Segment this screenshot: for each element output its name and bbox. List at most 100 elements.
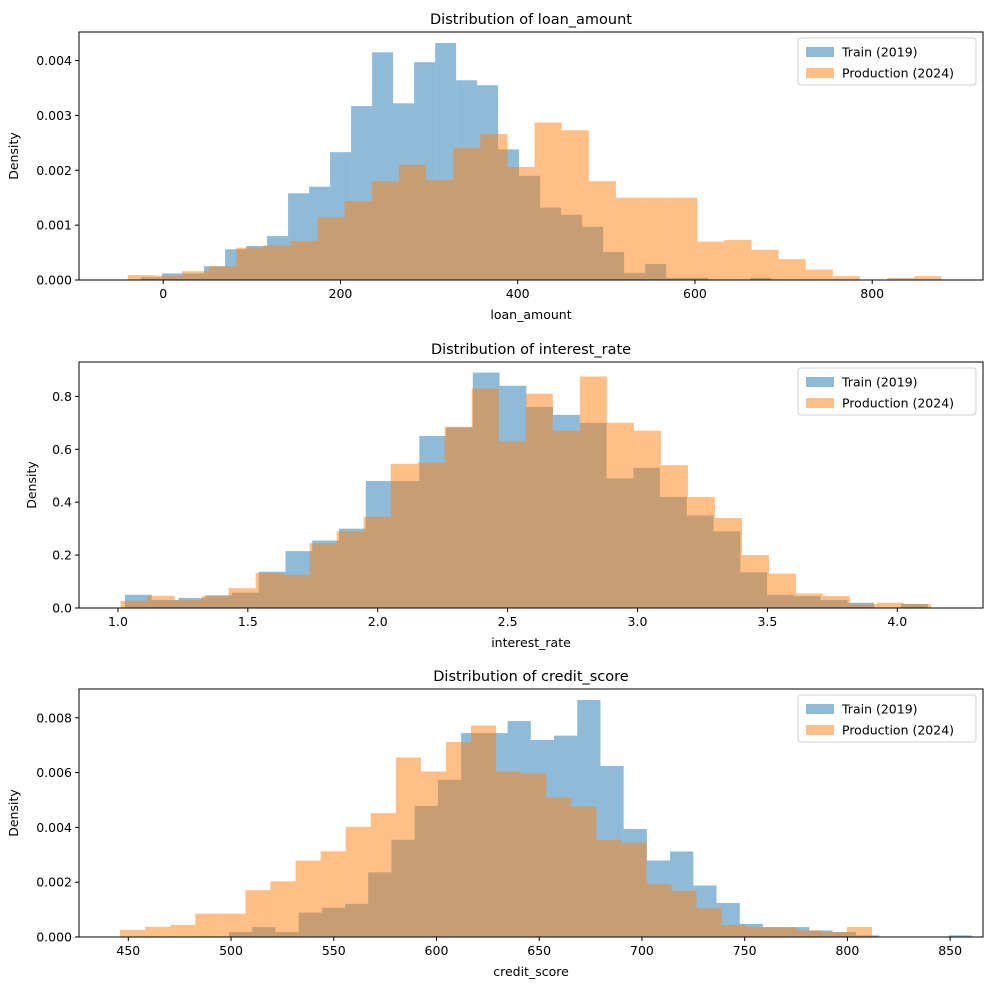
histogram-bar xyxy=(127,275,155,280)
histogram-bar xyxy=(120,929,146,937)
histogram-bar xyxy=(615,197,644,280)
histogram-bar xyxy=(426,180,454,280)
y-axis-label: Density xyxy=(6,132,21,180)
x-tick-label: 1.5 xyxy=(238,614,258,629)
legend: Train (2019) Production (2024) xyxy=(797,37,977,86)
histogram-bar xyxy=(596,839,622,937)
histogram-bar xyxy=(534,122,562,280)
histogram-bar xyxy=(633,430,661,608)
histogram-bar xyxy=(904,604,932,608)
x-tick-label: 700 xyxy=(630,943,654,958)
legend-swatch xyxy=(806,704,834,714)
histogram-bar xyxy=(746,927,772,937)
histogram-bar xyxy=(420,771,446,937)
histogram-bar xyxy=(201,596,229,608)
subplot-1: 0 200 400 600 800 0.000 0.001 0.002 0.003 0.004 Di… xyxy=(6,12,984,322)
y-tick-label: 0.004 xyxy=(36,820,72,835)
y-tick-label: 0.004 xyxy=(36,53,72,68)
legend-label: Train (2019) xyxy=(841,45,918,60)
x-tick-label: 3.5 xyxy=(757,614,777,629)
histogram-bar xyxy=(521,773,547,937)
x-tick-label: 2.5 xyxy=(498,614,518,629)
axes-frame xyxy=(78,361,984,609)
histogram-bar xyxy=(263,245,291,280)
legend-label: Train (2019) xyxy=(841,375,918,390)
histogram-bar xyxy=(480,134,508,280)
histogram-bar xyxy=(850,604,878,608)
histogram-bar xyxy=(496,771,522,937)
histogram-bar xyxy=(245,890,271,937)
histogram-bar xyxy=(778,259,806,280)
histogram-bar xyxy=(390,463,418,608)
histogram-bar xyxy=(154,275,182,280)
histogram-bar xyxy=(525,393,553,608)
legend-label: Train (2019) xyxy=(841,702,918,717)
histogram-bar xyxy=(290,241,318,280)
x-axis-label: interest_rate xyxy=(491,635,571,650)
y-axis-label: Density xyxy=(6,789,21,837)
y-tick-label: 0.008 xyxy=(36,710,72,725)
histogram-bar xyxy=(795,593,823,608)
histogram-bar xyxy=(877,602,905,608)
histogram-bar xyxy=(821,932,847,937)
histogram-bar xyxy=(579,376,607,608)
legend-box xyxy=(797,367,977,416)
legend: Train (2019) Production (2024) xyxy=(797,367,977,416)
x-tick-label: 400 xyxy=(506,286,530,301)
histogram-bar xyxy=(336,531,364,608)
histogram-bar xyxy=(174,600,202,608)
histogram-bar xyxy=(687,496,715,608)
x-tick-label: 450 xyxy=(116,943,140,958)
y-tick-label: 0.000 xyxy=(36,273,72,288)
histogram-bar xyxy=(714,518,742,608)
histogram-bar xyxy=(948,935,972,937)
chart-title: Distribution of credit_score xyxy=(433,669,629,685)
y-tick-label: 0.4 xyxy=(52,495,72,510)
histogram-bar xyxy=(295,860,321,937)
histogram-bar xyxy=(751,249,779,280)
histogram-bar xyxy=(696,908,722,937)
histogram-bar xyxy=(309,543,337,608)
histogram-bar xyxy=(371,181,399,280)
legend-swatch xyxy=(806,68,834,78)
histogram-bar xyxy=(282,574,310,608)
histogram-bar xyxy=(771,927,797,937)
x-tick-label: 1.0 xyxy=(108,614,128,629)
legend-box xyxy=(797,37,977,86)
x-tick-label: 4.0 xyxy=(887,614,907,629)
y-tick-label: 0.0 xyxy=(52,601,72,616)
histogram-bar xyxy=(317,217,345,280)
x-tick-label: 200 xyxy=(329,286,353,301)
histogram-bar xyxy=(796,930,822,937)
y-tick-label: 0.002 xyxy=(36,875,72,890)
legend-swatch xyxy=(806,377,834,387)
x-axis-label: credit_score xyxy=(493,964,569,979)
histogram-bar xyxy=(643,197,671,280)
x-axis-label: loan_amount xyxy=(490,307,571,322)
legend: Train (2019) Production (2024) xyxy=(797,694,977,743)
y-tick-label: 0.006 xyxy=(36,765,72,780)
chart-title: Distribution of interest_rate xyxy=(431,342,631,358)
histogram-bar xyxy=(444,426,472,608)
series-production xyxy=(120,725,873,937)
histogram-bar xyxy=(846,927,873,937)
histogram-bar xyxy=(507,166,535,280)
histogram-bar xyxy=(445,741,472,937)
legend-label: Production (2024) xyxy=(842,723,954,738)
x-tick-label: 800 xyxy=(860,286,884,301)
axes-frame xyxy=(78,688,984,938)
chart-title: Distribution of loan_amount xyxy=(430,12,632,28)
x-tick-label: 550 xyxy=(322,943,346,958)
histogram-bar xyxy=(345,826,371,937)
subplot-3: 450 500 550 600 650 700 750 800 850 0.000 0.002 0.0… xyxy=(6,669,984,979)
x-tick-label: 650 xyxy=(527,943,551,958)
histogram-bar xyxy=(552,430,580,608)
x-tick-label: 800 xyxy=(835,943,859,958)
x-tick-label: 2.0 xyxy=(368,614,388,629)
y-tick-label: 0.003 xyxy=(36,108,72,123)
histogram-bar xyxy=(395,757,421,937)
series-production xyxy=(127,122,942,280)
subplot-2: 1.0 1.5 2.0 2.5 3.0 3.5 4.0 0.0 0.2 0.4 0.6 0.8 Dist… xyxy=(24,342,984,650)
histogram-bar xyxy=(398,164,427,280)
